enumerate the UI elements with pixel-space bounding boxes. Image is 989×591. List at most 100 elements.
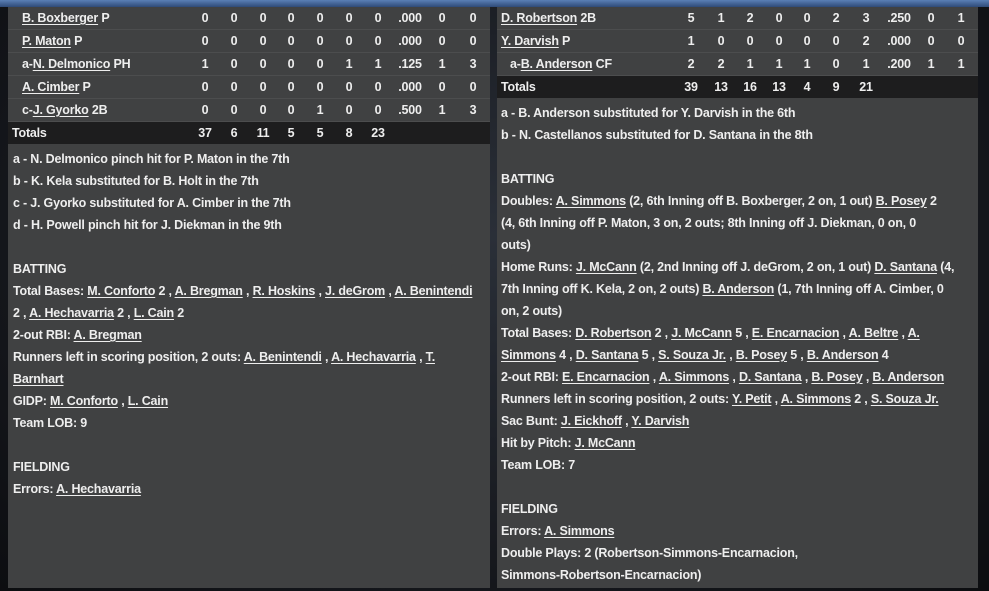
player-link[interactable]: M. Conforto (87, 284, 156, 298)
player-link[interactable]: N. Delmonico (32, 57, 111, 71)
player-row: Y. Darvish P 1 0 0 0 0 0 2 .000 0 0 (497, 30, 978, 53)
sub-prefix: a- (22, 57, 33, 71)
note-text: 4 (878, 348, 889, 362)
player-link[interactable]: J. McCann (575, 260, 637, 274)
note-text: FIELDING (13, 460, 70, 474)
player-link[interactable]: D. Santana (738, 370, 802, 384)
player-link[interactable]: J. Eickhoff (560, 414, 622, 428)
note-text: a - N. Delmonico pinch hit for P. Maton … (13, 152, 290, 166)
note-line: 2-out RBI: A. Bregman (13, 324, 490, 346)
player-link[interactable]: A. Benintendi (243, 350, 322, 364)
player-link[interactable]: P. Maton (22, 34, 71, 48)
note-line: Double Plays: 2 (Robertson-Simmons-Encar… (501, 542, 978, 564)
note-text: 2 (173, 306, 185, 320)
player-link[interactable]: A. Simmons (658, 370, 730, 384)
player-link[interactable]: A. (907, 326, 920, 340)
player-link[interactable]: A. Hechavarria (56, 482, 141, 496)
stat-cell: 0 (201, 103, 209, 117)
player-link[interactable]: B. Posey (735, 348, 787, 362)
stat-cell: 0 (832, 57, 840, 71)
totals-stat-cell: 9 (832, 80, 840, 94)
player-link[interactable]: M. Conforto (50, 394, 118, 408)
player-link[interactable]: A. Benintendi (394, 284, 473, 298)
note-text: 2 , (113, 306, 134, 320)
player-link[interactable]: B. Boxberger (22, 11, 99, 25)
player-link[interactable]: J. McCann (574, 436, 636, 450)
player-row: B. Boxberger P 0 0 0 0 0 0 0 .000 0 0 (8, 7, 490, 30)
stat-cell: 0 (927, 11, 935, 25)
stat-cell: 0 (230, 57, 238, 71)
player-link[interactable]: D. Santana (575, 348, 639, 362)
player-position: P (558, 34, 571, 48)
note-line: b - N. Castellanos substituted for D. Sa… (501, 124, 978, 146)
player-link[interactable]: A. Simmons (780, 392, 851, 406)
player-link[interactable]: B. Anderson (872, 370, 945, 384)
stat-cell: 0 (746, 34, 754, 48)
stat-cell: 0 (316, 80, 324, 94)
player-link[interactable]: D. Santana (874, 260, 937, 274)
stat-cell: 0 (374, 103, 382, 117)
note-text: 2-out RBI: (13, 328, 74, 342)
totals-label: Totals (501, 80, 536, 94)
stat-cell: 0 (957, 34, 965, 48)
player-link[interactable]: B. Anderson (520, 57, 593, 71)
note-text: 2 , (13, 306, 30, 320)
player-link[interactable]: A. Bregman (174, 284, 243, 298)
player-link[interactable]: Simmons (501, 348, 556, 362)
note-text: Team LOB: 7 (501, 458, 575, 472)
player-link[interactable]: S. Souza Jr. (658, 348, 726, 362)
player-link[interactable]: J. Gyorko (32, 103, 89, 117)
player-link[interactable]: A. Bregman (73, 328, 142, 342)
totals-label: Totals (12, 126, 47, 140)
player-row: c-J. Gyorko 2B 0 0 0 0 1 0 0 .500 1 3 (8, 99, 490, 122)
player-link[interactable]: Y. Darvish (631, 414, 690, 428)
player-link[interactable]: B. Posey (875, 194, 927, 208)
player-link[interactable]: T. (425, 350, 436, 364)
player-link[interactable]: S. Souza Jr. (870, 392, 939, 406)
player-link[interactable]: D. Robertson (501, 11, 578, 25)
note-line: Errors: A. Hechavarria (13, 478, 490, 500)
player-link[interactable]: A. Simmons (544, 524, 615, 538)
note-line: Errors: A. Simmons (501, 520, 978, 542)
stat-cell: 0 (345, 34, 353, 48)
note-line: outs) (501, 234, 978, 256)
player-name-cell: Y. Darvish P (501, 30, 570, 53)
player-link[interactable]: A. Beltre (848, 326, 899, 340)
stat-cell: 1 (746, 57, 754, 71)
player-link[interactable]: A. Hechavarria (29, 306, 114, 320)
player-link[interactable]: Y. Darvish (501, 34, 559, 48)
player-link[interactable]: A. Cimber (22, 80, 80, 94)
player-link[interactable]: Barnhart (13, 372, 64, 386)
player-link[interactable]: L. Cain (127, 394, 169, 408)
player-link[interactable]: B. Anderson (702, 282, 775, 296)
note-line: a - B. Anderson substituted for Y. Darvi… (501, 102, 978, 124)
stat-cell: .000 (398, 11, 422, 25)
stat-cell: 0 (201, 11, 209, 25)
player-name-cell: A. Cimber P (22, 76, 91, 99)
player-link[interactable]: R. Hoskins (252, 284, 316, 298)
note-line: Simmons 4 , D. Santana 5 , S. Souza Jr. … (501, 344, 978, 366)
player-link[interactable]: B. Posey (811, 370, 863, 384)
note-text: BATTING (13, 262, 67, 276)
player-link[interactable]: B. Anderson (806, 348, 879, 362)
blank-line (13, 236, 490, 258)
note-text: , (771, 392, 781, 406)
note-text: (4, (936, 260, 955, 274)
player-link[interactable]: J. deGrom (325, 284, 386, 298)
note-line: Total Bases: M. Conforto 2 , A. Bregman … (13, 280, 490, 302)
stat-cell: 0 (259, 103, 267, 117)
stat-cell: 0 (316, 34, 324, 48)
player-link[interactable]: J. McCann (671, 326, 732, 340)
stat-cell: 0 (717, 34, 725, 48)
note-text: Total Bases: (501, 326, 576, 340)
player-link[interactable]: A. Simmons (555, 194, 626, 208)
note-text: , (385, 284, 395, 298)
player-link[interactable]: Y. Petit (731, 392, 772, 406)
player-link[interactable]: E. Encarnacion (751, 326, 840, 340)
player-link[interactable]: E. Encarnacion (561, 370, 650, 384)
totals-stat-cell: 8 (345, 126, 353, 140)
player-link[interactable]: D. Robertson (575, 326, 652, 340)
player-link[interactable]: A. Hechavarria (331, 350, 416, 364)
player-link[interactable]: L. Cain (133, 306, 174, 320)
stat-cell: 0 (316, 57, 324, 71)
